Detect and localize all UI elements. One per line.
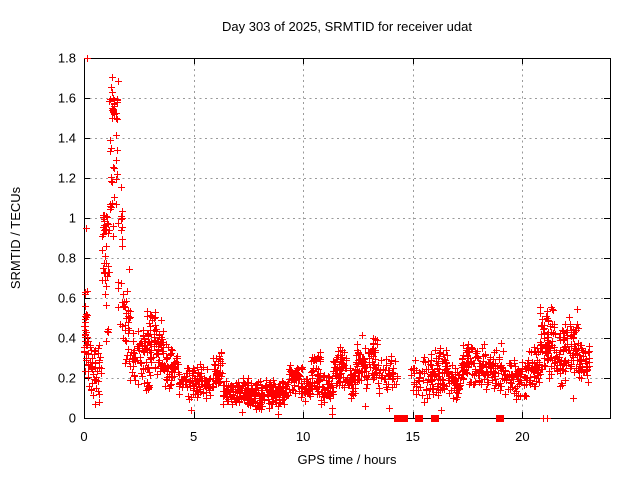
x-tick-label: 0: [80, 429, 87, 444]
y-tick-label: 1.8: [58, 51, 76, 66]
tick-labels: 0 5 10 15 20 0 0.2 0.4 0.6 0.8 1 1.2 1.4 1.6 1.8: [58, 51, 530, 445]
y-tick-label: 1.2: [58, 171, 76, 186]
y-tick-label: 1.4: [58, 131, 76, 146]
axis-frame: [84, 58, 611, 419]
y-tick-label: 1: [69, 211, 76, 226]
y-tick-label: 1.6: [58, 91, 76, 106]
y-tick-label: 0.6: [58, 291, 76, 306]
x-tick-label: 15: [406, 429, 420, 444]
data-points: [81, 55, 593, 422]
chart-title: Day 303 of 2025, SRMTID for receiver uda…: [222, 19, 472, 34]
x-axis-label: GPS time / hours: [298, 452, 397, 467]
y-tick-label: 0.8: [58, 251, 76, 266]
y-tick-label: 0.2: [58, 371, 76, 386]
y-tick-label: 0: [69, 411, 76, 426]
x-tick-label: 10: [296, 429, 310, 444]
x-tick-label: 5: [190, 429, 197, 444]
y-axis-label: SRMTID / TECUs: [8, 186, 23, 289]
y-tick-label: 0.4: [58, 331, 76, 346]
x-tick-label: 20: [515, 429, 529, 444]
